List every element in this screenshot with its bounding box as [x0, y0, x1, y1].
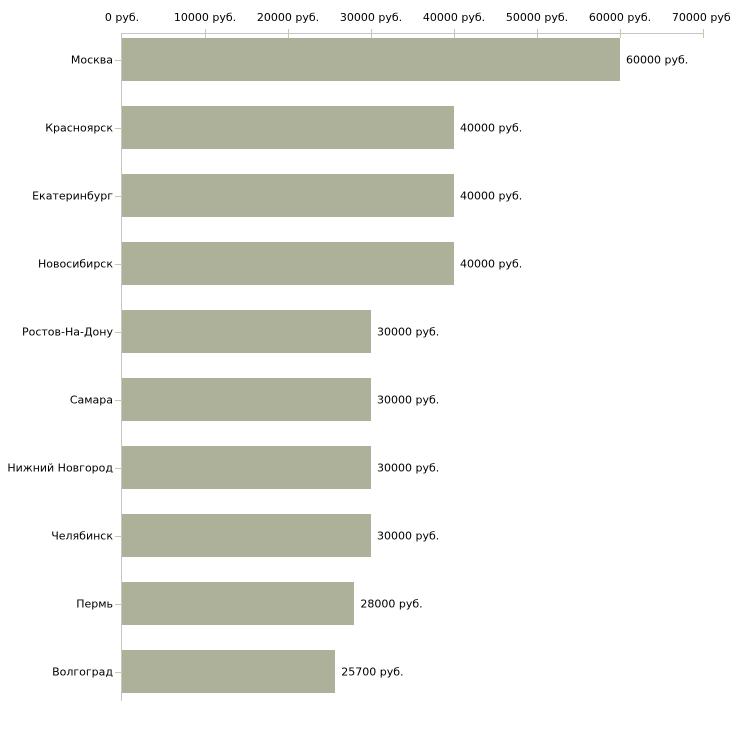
bar [122, 38, 620, 81]
bar [122, 242, 454, 285]
y-tick-mark [115, 672, 121, 673]
value-label: 40000 руб. [460, 121, 523, 134]
value-label: 30000 руб. [377, 529, 440, 542]
x-tick-label: 20000 руб. [256, 11, 320, 24]
x-tick-mark [620, 29, 621, 38]
category-label: Новосибирск [37, 257, 113, 270]
bar [122, 106, 454, 149]
value-label: 40000 руб. [460, 257, 523, 270]
category-label: Волгоград [52, 665, 113, 678]
category-label: Красноярск [45, 121, 113, 134]
bar [122, 310, 371, 353]
y-tick-mark [115, 128, 121, 129]
x-tick-mark [371, 29, 372, 38]
x-tick-label: 40000 руб. [422, 11, 486, 24]
bar [122, 446, 371, 489]
x-tick-label: 60000 руб. [588, 11, 652, 24]
category-label: Ростов-На-Дону [21, 325, 113, 338]
bar [122, 514, 371, 557]
y-tick-mark [115, 60, 121, 61]
category-label: Екатеринбург [32, 189, 113, 202]
value-label: 30000 руб. [377, 461, 440, 474]
bar [122, 582, 354, 625]
x-tick-mark [703, 29, 704, 38]
x-tick-label: 30000 руб. [339, 11, 403, 24]
value-label: 25700 руб. [341, 665, 404, 678]
y-tick-mark [115, 264, 121, 265]
x-tick-label: 70000 руб. [671, 11, 730, 24]
category-label: Самара [69, 393, 113, 406]
bar [122, 378, 371, 421]
value-label: 30000 руб. [377, 325, 440, 338]
y-tick-mark [115, 604, 121, 605]
y-tick-mark [115, 332, 121, 333]
category-label: Пермь [76, 597, 113, 610]
x-tick-label: 0 руб. [104, 11, 140, 24]
value-label: 28000 руб. [360, 597, 423, 610]
bar [122, 650, 335, 693]
x-tick-mark [454, 29, 455, 38]
y-axis-line [121, 33, 122, 701]
value-label: 60000 руб. [626, 53, 689, 66]
y-tick-mark [115, 400, 121, 401]
x-tick-label: 10000 руб. [173, 11, 237, 24]
y-tick-mark [115, 468, 121, 469]
y-tick-mark [115, 536, 121, 537]
x-tick-label: 50000 руб. [505, 11, 569, 24]
y-tick-mark [115, 196, 121, 197]
x-tick-mark [205, 29, 206, 38]
value-label: 30000 руб. [377, 393, 440, 406]
x-tick-mark [288, 29, 289, 38]
bar [122, 174, 454, 217]
x-axis-line [121, 33, 704, 34]
x-tick-mark [537, 29, 538, 38]
category-label: Нижний Новгород [7, 461, 113, 474]
category-label: Москва [70, 53, 113, 66]
category-label: Челябинск [51, 529, 113, 542]
value-label: 40000 руб. [460, 189, 523, 202]
